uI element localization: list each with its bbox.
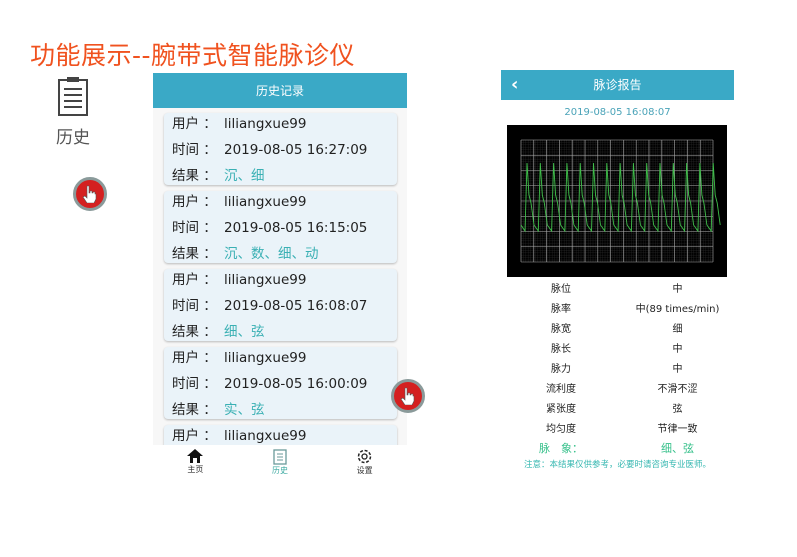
record-time: 时间 ： 2019-08-05 16:15:05 [172, 217, 389, 243]
user-value: liliangxue99 [224, 116, 307, 132]
result-value: 实、弦 [224, 402, 265, 418]
user-value: liliangxue99 [224, 194, 307, 210]
nav-history[interactable]: 历史 [238, 445, 323, 479]
report-row: 均匀度 节律一致 [501, 420, 734, 440]
row-value: 弦 [672, 404, 683, 415]
row-value: 中 [672, 284, 683, 295]
time-label: 时间 ： [172, 376, 217, 392]
history-record[interactable]: 用户 ： liliangxue99 [164, 425, 397, 445]
history-record[interactable]: 用户 ： liliangxue99 时间 ： 2019-08-05 16:00:09 结… [164, 347, 397, 419]
result-value: 沉、细 [224, 168, 265, 184]
user-label: 用户 ： [172, 194, 217, 210]
gear-icon [357, 449, 372, 464]
nav-settings[interactable]: 设置 [322, 445, 407, 479]
time-value: 2019-08-05 16:27:09 [224, 142, 368, 158]
record-result: 结果 ： 细、弦 [172, 321, 389, 347]
row-value: 中 [672, 344, 683, 355]
history-header: 历史记录 [153, 73, 407, 108]
history-shortcut: 历史 [40, 75, 106, 155]
home-icon [187, 449, 204, 463]
time-value: 2019-08-05 16:15:05 [224, 220, 368, 236]
row-label: 紧张度 [546, 404, 576, 415]
record-user: 用户 ： liliangxue99 [172, 113, 389, 139]
row-label: 流利度 [546, 384, 576, 395]
user-value: liliangxue99 [224, 428, 307, 444]
time-label: 时间 ： [172, 142, 217, 158]
history-list[interactable]: 用户 ： liliangxue99 时间 ： 2019-08-05 16:27:09 结… [153, 73, 407, 445]
record-time: 时间 ： 2019-08-05 16:08:07 [172, 295, 389, 321]
user-label: 用户 ： [172, 350, 217, 366]
pulse-waveform [507, 125, 727, 277]
waveform-line [520, 162, 721, 233]
time-label: 时间 ： [172, 298, 217, 314]
report-table: 脉位中脉率 中(89 times/min) 脉宽细脉长中脉力中流利度 不滑不涩 紧张度弦… [501, 280, 734, 470]
row-value: 细 [672, 324, 683, 335]
result-label: 结果 ： [172, 324, 217, 340]
report-header: 脉诊报告 [593, 78, 642, 92]
clipboard-icon [273, 449, 287, 465]
row-value: 不滑不涩 [657, 384, 698, 395]
page-title: 功能展示--腕带式智能脉诊仪 [30, 41, 356, 70]
row-label: 脉位 [551, 284, 571, 295]
record-user: 用户 ： liliangxue99 [172, 269, 389, 295]
result-label: 结果 ： [172, 402, 217, 418]
report-row: 脉率 中(89 times/min) [501, 300, 734, 320]
history-record[interactable]: 用户 ： liliangxue99 时间 ： 2019-08-05 16:27:09 结… [164, 113, 397, 185]
row-value: 节律一致 [657, 424, 698, 435]
side-label: 历史 [56, 128, 90, 148]
click-indicator-icon [73, 177, 107, 211]
user-value: liliangxue99 [224, 272, 307, 288]
row-label: 均匀度 [546, 424, 576, 435]
summary-row: 脉 象： 细、弦 [539, 442, 694, 455]
time-value: 2019-08-05 16:00:09 [224, 376, 368, 392]
time-value: 2019-08-05 16:08:07 [224, 298, 368, 314]
user-label: 用户 ： [172, 116, 217, 132]
clipboard-icon [58, 77, 88, 116]
disclaimer: 注意：本结果仅供参考，必要时请咨询专业医师。 [523, 460, 711, 470]
history-record[interactable]: 用户 ： liliangxue99 时间 ： 2019-08-05 16:15:05 结… [164, 191, 397, 263]
result-value: 细、弦 [224, 324, 265, 340]
report-row: 脉力 中 [501, 360, 734, 380]
nav-home[interactable]: 主页 [153, 445, 238, 479]
report-row: 脉宽 细 [501, 320, 734, 340]
report-date: 2019-08-05 16:08:07 [564, 107, 671, 118]
report-row: 紧张度 弦 [501, 400, 734, 420]
report-row: 脉长 中 [501, 340, 734, 360]
record-user: 用户 ： liliangxue99 [172, 347, 389, 373]
record-result: 结果 ： 沉、数、细、动 [172, 243, 389, 269]
record-time: 时间 ： 2019-08-05 16:27:09 [172, 139, 389, 165]
report-row: 脉位 中 [501, 280, 734, 300]
report-row: 流利度 不滑不涩 [501, 380, 734, 400]
row-value: 中(89 times/min) [635, 304, 720, 315]
record-result: 结果 ： 沉、细 [172, 165, 389, 191]
user-label: 用户 ： [172, 272, 217, 288]
result-label: 结果 ： [172, 246, 217, 262]
time-label: 时间 ： [172, 220, 217, 236]
record-result: 结果 ： 实、弦 [172, 399, 389, 425]
history-record[interactable]: 用户 ： liliangxue99 时间 ： 2019-08-05 16:08:07 结… [164, 269, 397, 341]
row-label: 脉力 [551, 364, 571, 375]
user-value: liliangxue99 [224, 350, 307, 366]
row-label: 脉宽 [551, 324, 571, 335]
record-time: 时间 ： 2019-08-05 16:00:09 [172, 373, 389, 399]
user-label: 用户 ： [172, 428, 217, 444]
row-label: 脉长 [551, 344, 571, 355]
row-value: 中 [672, 364, 683, 375]
back-icon[interactable]: ‹ [511, 74, 519, 95]
record-user: 用户 ： liliangxue99 [172, 191, 389, 217]
result-label: 结果 ： [172, 168, 217, 184]
bottom-nav: 主页 历史 设置 [153, 445, 407, 479]
report-screen: ‹ 脉诊报告 2019-08-05 16:08:07 脉位中脉率 中(89 time… [501, 70, 734, 478]
click-indicator-icon [391, 379, 425, 413]
row-label: 脉率 [551, 304, 571, 315]
history-screen: 历史记录 用户 ： liliangxue99 时间 ： 2019-08-05 16:2… [153, 73, 407, 479]
record-user: 用户 ： liliangxue99 [172, 425, 389, 445]
result-value: 沉、数、细、动 [224, 246, 319, 262]
